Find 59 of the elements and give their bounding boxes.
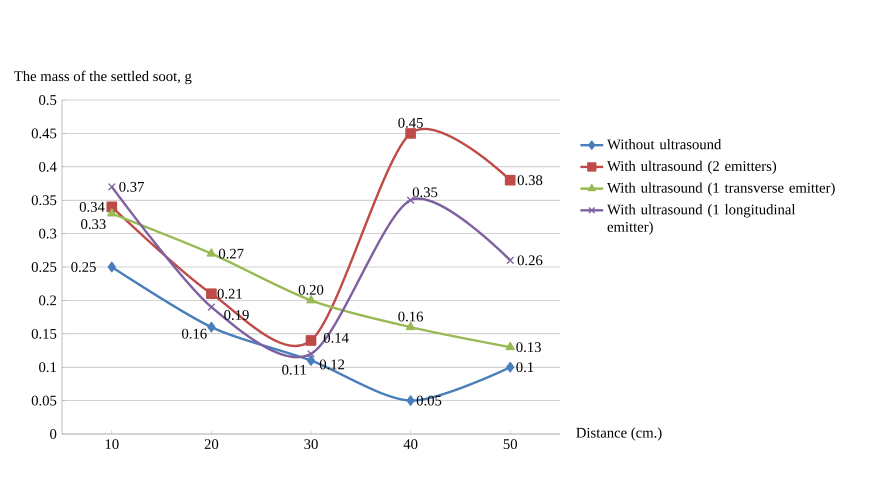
- data-label: 0.26: [518, 255, 542, 266]
- point: [506, 362, 514, 373]
- point: [406, 196, 415, 204]
- data-label: 0.1: [516, 362, 534, 372]
- point: [108, 182, 116, 191]
- y-tick-label: 0: [50, 429, 56, 439]
- y-tick-label: 0.25: [32, 262, 56, 272]
- point: [108, 262, 116, 272]
- point: [207, 303, 216, 312]
- data-label: 0.11: [282, 364, 306, 375]
- data-label: 0.38: [518, 175, 542, 186]
- point: [207, 322, 216, 332]
- data-label: 0.25: [71, 262, 96, 272]
- y-tick-label: 0.05: [32, 396, 56, 406]
- data-label: 0.12: [320, 359, 344, 370]
- x-axis-title: Distance (cm.): [576, 427, 662, 441]
- point: [405, 128, 416, 139]
- point: [306, 355, 316, 366]
- legend-label: With ultrasound (1 transverse emitter): [607, 182, 835, 196]
- point: [506, 256, 514, 264]
- y-tick-label: 0.35: [32, 195, 56, 206]
- x-tick-label: 20: [204, 439, 218, 450]
- point: [307, 350, 315, 358]
- data-label: 0.20: [298, 284, 324, 295]
- data-label: 0.27: [218, 248, 244, 259]
- point: [504, 174, 516, 186]
- y-tick-label: 0.4: [39, 162, 57, 172]
- data-label: 0.34: [80, 202, 105, 212]
- point: [406, 322, 416, 330]
- data-label: 0.35: [412, 187, 438, 198]
- data-label: 0.05: [416, 396, 442, 406]
- x-tick-label: 10: [106, 439, 119, 450]
- x-tick-label: 50: [504, 439, 517, 450]
- data-label: 0.21: [218, 288, 242, 299]
- data-label: 0.16: [182, 328, 207, 339]
- y-tick-label: 0.15: [32, 328, 56, 339]
- y-tick-label: 0.1: [39, 362, 56, 372]
- x-tick-label: 30: [304, 439, 318, 450]
- y-tick-label: 0.45: [32, 128, 56, 138]
- data-label: 0.16: [398, 312, 423, 322]
- y-tick-label: 0.3: [39, 228, 56, 239]
- data-label: 0.37: [119, 182, 144, 192]
- data-label: 0.45: [398, 118, 423, 128]
- y-tick-label: 0.5: [39, 95, 56, 105]
- point: [206, 248, 216, 257]
- point: [505, 342, 515, 350]
- y-axis-title: The mass of the settled soot, g: [14, 70, 192, 84]
- point: [206, 288, 217, 300]
- point: [306, 335, 316, 346]
- point: [107, 208, 117, 217]
- legend-label: With ultrasound (2 emitters): [607, 160, 776, 174]
- y-tick-label: 0.2: [39, 295, 56, 306]
- point: [406, 395, 415, 406]
- x-tick-label: 40: [404, 439, 418, 450]
- legend-label: Without ultrasound: [607, 139, 722, 150]
- legend-label: With ultrasound (1 longitudinal emitter): [607, 204, 796, 235]
- data-label: 0.33: [81, 219, 106, 230]
- data-label: 0.13: [516, 342, 541, 352]
- point: [306, 295, 316, 304]
